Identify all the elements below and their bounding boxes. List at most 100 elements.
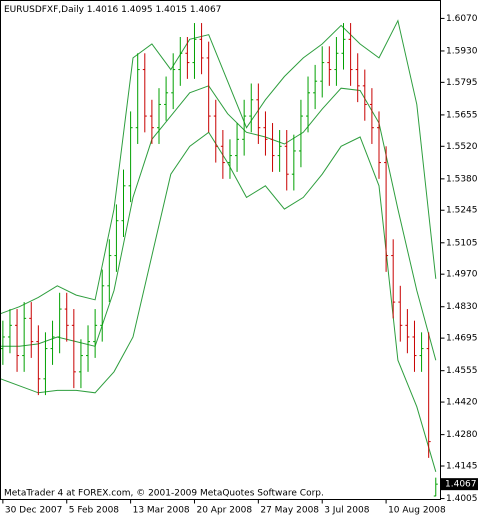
- y-tick-label: 1.4280: [446, 430, 478, 440]
- ohlc-bar: [149, 99, 154, 144]
- bollinger-bands: [0, 19, 437, 472]
- y-tick-label: 1.4555: [446, 366, 478, 376]
- ohlc-bar: [185, 37, 190, 79]
- band-middle: [0, 85, 437, 361]
- ohlc-bar: [43, 332, 48, 396]
- ohlc-bar: [22, 302, 27, 372]
- ohlc-bar: [64, 292, 69, 342]
- ohlc-bar: [419, 332, 424, 372]
- y-tick-label: 1.5105: [446, 238, 478, 248]
- ohlc-bar: [206, 41, 211, 133]
- ohlc-bar: [391, 239, 396, 319]
- ohlc-bar: [142, 53, 147, 133]
- x-tick-label: 13 Mar 2008: [133, 506, 190, 516]
- price-bars: [0, 23, 438, 497]
- ohlc-bar: [291, 134, 296, 191]
- ohlc-bar: [15, 309, 20, 372]
- chart-header: EURUSDFXF,Daily 1.4016 1.4095 1.4015 1.4…: [4, 5, 221, 15]
- y-tick-label: 1.4695: [446, 334, 478, 344]
- ohlc-bar: [164, 76, 169, 121]
- ohlc-bar: [227, 139, 232, 179]
- ohlc-bar: [334, 37, 339, 86]
- ohlc-bar: [78, 339, 83, 389]
- ohlc-bar: [192, 23, 197, 79]
- current-price-box: [441, 478, 478, 491]
- current-price-label: 1.4067: [445, 480, 477, 490]
- ohlc-bar: [284, 130, 289, 191]
- ohlc-bar: [355, 53, 360, 103]
- x-tick-label: 20 Apr 2008: [196, 506, 252, 516]
- ohlc-bar: [376, 111, 381, 179]
- high-value: 1.4095: [121, 5, 153, 15]
- ohlc-bar: [29, 302, 34, 358]
- ohlc-bar: [256, 83, 261, 144]
- ohlc-bar: [320, 46, 325, 98]
- ohlc-bar: [235, 123, 240, 172]
- y-tick-label: 1.4005: [446, 494, 478, 504]
- ohlc-bar: [405, 309, 410, 354]
- ohlc-bar: [433, 477, 438, 497]
- ohlc-bar: [135, 53, 140, 144]
- low-value: 1.4015: [156, 5, 188, 15]
- band-lower: [0, 131, 437, 472]
- ohlc-bar: [57, 292, 62, 354]
- ohlc-bar: [298, 99, 303, 168]
- y-tick-label: 1.5380: [446, 174, 478, 184]
- ohlc-bar: [114, 204, 119, 272]
- ohlc-bar: [178, 37, 183, 86]
- ohlc-bar: [369, 88, 374, 144]
- band-upper: [0, 19, 437, 315]
- ohlc-bar: [263, 111, 268, 156]
- ohlc-bar: [107, 239, 112, 303]
- x-tick-label: 30 Dec 2007: [5, 506, 63, 516]
- axes: 1.6070 1.5930 1.5795 1.5655 1.5520 1.5380 1.52…: [2, 14, 478, 516]
- ohlc-bar: [313, 64, 318, 110]
- y-tick-label: 1.5655: [446, 110, 478, 120]
- ohlc-bar: [199, 23, 204, 75]
- ohlc-bar: [277, 130, 282, 172]
- x-tick-label: 10 Aug 2008: [388, 506, 446, 516]
- ohlc-bar: [384, 146, 389, 272]
- ohlc-bar: [412, 320, 417, 372]
- ohlc-bar: [327, 46, 332, 86]
- ohlc-bar: [398, 285, 403, 342]
- footer-background: [2, 487, 320, 498]
- y-tick-label: 1.4830: [446, 302, 478, 312]
- ohlc-bar: [121, 169, 126, 237]
- y-tick-label: 1.4145: [446, 462, 478, 472]
- ohlc-bar: [156, 88, 161, 144]
- ohlc-bar: [71, 309, 76, 389]
- open-value: 1.4016: [87, 5, 119, 15]
- y-tick-label: 1.5520: [446, 142, 478, 152]
- ohlc-bar: [86, 325, 91, 372]
- ohlc-bar: [36, 325, 41, 396]
- ohlc-bar: [426, 332, 431, 458]
- ohlc-bar: [362, 69, 367, 121]
- ohlc-bar: [348, 23, 353, 86]
- ohlc-bar: [100, 269, 105, 342]
- ohlc-bar: [220, 130, 225, 179]
- ohlc-bar: [50, 320, 55, 365]
- y-tick-label: 1.4970: [446, 270, 478, 280]
- ohlc-bar: [7, 309, 12, 354]
- ohlc-bar: [341, 23, 346, 70]
- ohlc-bar: [270, 123, 275, 172]
- y-tick-label: 1.5795: [446, 78, 478, 88]
- x-tick-label: 3 Jul 2008: [324, 506, 369, 516]
- ohlc-bar: [93, 309, 98, 358]
- ohlc-bar: [0, 320, 5, 365]
- ohlc-bar: [249, 83, 254, 133]
- ohlc-bar: [306, 76, 311, 133]
- plot-frame: [0, 0, 441, 500]
- ohlc-bar: [213, 99, 218, 163]
- close-value: 1.4067: [190, 5, 222, 15]
- y-tick-label: 1.6070: [446, 14, 478, 24]
- x-tick-label: 5 Feb 2008: [69, 506, 120, 516]
- ohlc-bar: [242, 99, 247, 156]
- footer: MetaTrader 4 at FOREX.com, © 2001-2009 M…: [4, 489, 324, 499]
- symbol: EURUSDFXF,Daily: [4, 5, 85, 15]
- ohlc-bar: [171, 53, 176, 110]
